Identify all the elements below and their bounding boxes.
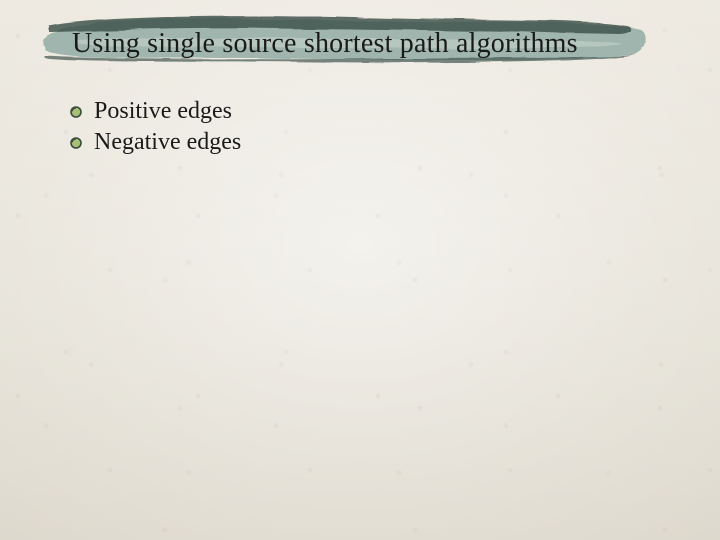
list-item-label: Positive edges <box>94 98 232 125</box>
slide-title: Using single source shortest path algori… <box>72 28 578 60</box>
list-item-label: Negative edges <box>94 129 241 156</box>
bullet-list: Positive edges Negative edges <box>70 98 241 160</box>
bullet-icon <box>70 106 82 118</box>
slide: Using single source shortest path algori… <box>0 0 720 540</box>
bullet-icon <box>70 137 82 149</box>
list-item: Positive edges <box>70 98 241 125</box>
list-item: Negative edges <box>70 129 241 156</box>
